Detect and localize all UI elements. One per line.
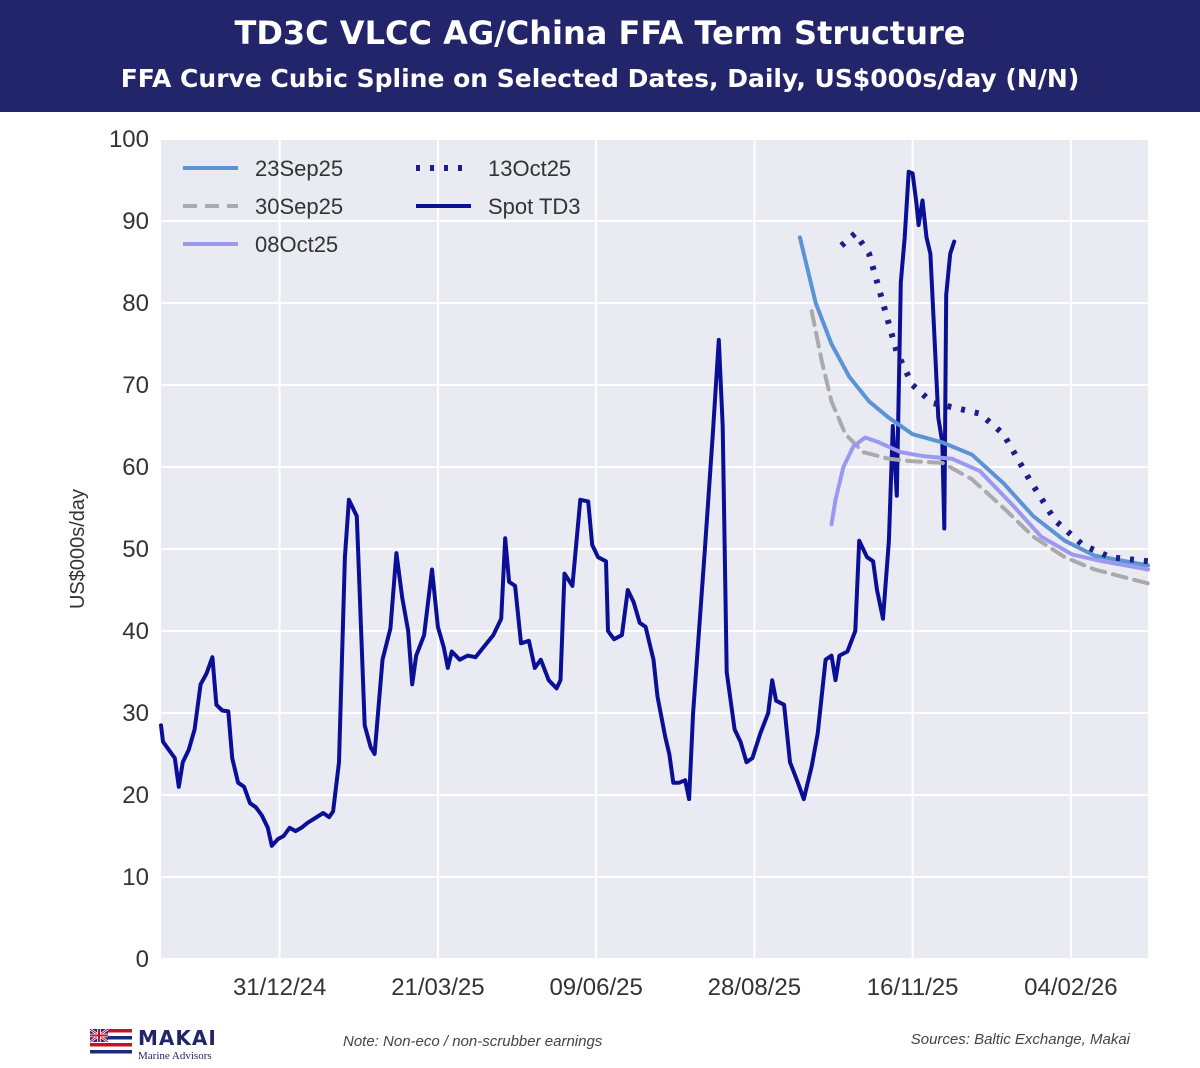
footer-note: Note: Non-eco / non-scrubber earnings (343, 1033, 603, 1050)
y-tick-label: 20 (122, 782, 149, 809)
x-tick-label: 28/08/25 (708, 974, 801, 1001)
y-tick-label: 60 (122, 454, 149, 481)
x-tick-labels: 31/12/24 21/03/25 09/06/25 28/08/25 16/11/25… (233, 974, 1118, 1001)
y-tick-labels: 0 10 20 30 40 50 60 70 80 90 100 (109, 126, 149, 973)
x-tick-label: 09/06/25 (549, 974, 642, 1001)
legend-label: 30Sep25 (255, 194, 343, 219)
y-tick-label: 50 (122, 536, 149, 563)
x-tick-label: 04/02/26 (1024, 974, 1117, 1001)
y-tick-label: 10 (122, 864, 149, 891)
legend-label: 08Oct25 (255, 232, 338, 257)
hawaii-flag-icon (90, 1029, 132, 1057)
series-lines (159, 169, 1150, 848)
x-tick-label: 31/12/24 (233, 974, 326, 1001)
y-tick-label: 100 (109, 126, 149, 153)
y-tick-label: 90 (122, 208, 149, 235)
series-line-30sep25 (809, 309, 1150, 586)
chart-area: 0 10 20 30 40 50 60 70 80 90 100 31/12/24 21/03/25 0… (67, 126, 1150, 1001)
logo-name: MAKAI (138, 1026, 217, 1050)
chart-subtitle: FFA Curve Cubic Spline on Selected Dates… (120, 64, 1080, 93)
chart-title: TD3C VLCC AG/China FFA Term Structure (234, 14, 966, 52)
y-tick-label: 30 (122, 700, 149, 727)
legend: 23Sep25 30Sep25 08Oct25 13Oct25 Spot TD3 (183, 156, 581, 257)
title-banner: TD3C VLCC AG/China FFA Term Structure FF… (0, 0, 1200, 112)
grid-lines (161, 138, 1148, 960)
legend-label: 13Oct25 (488, 156, 571, 181)
y-axis-label: US$000s/day (67, 489, 89, 609)
y-tick-label: 0 (136, 946, 149, 973)
series-line-08oct25 (829, 435, 1150, 572)
logo-subtitle: Marine Advisors (138, 1050, 212, 1062)
legend-label: Spot TD3 (488, 194, 581, 219)
makai-logo: MAKAI Marine Advisors (88, 1025, 238, 1065)
x-tick-label: 16/11/25 (867, 974, 959, 1001)
x-tick-label: 21/03/25 (391, 974, 484, 1001)
footer-sources: Sources: Baltic Exchange, Makai (910, 1031, 1130, 1048)
legend-label: 23Sep25 (255, 156, 343, 181)
y-tick-label: 70 (122, 372, 149, 399)
series-line-spot-td3 (159, 169, 957, 848)
y-tick-label: 80 (122, 290, 149, 317)
y-tick-label: 40 (122, 618, 149, 645)
series-line-23sep25 (797, 235, 1150, 568)
